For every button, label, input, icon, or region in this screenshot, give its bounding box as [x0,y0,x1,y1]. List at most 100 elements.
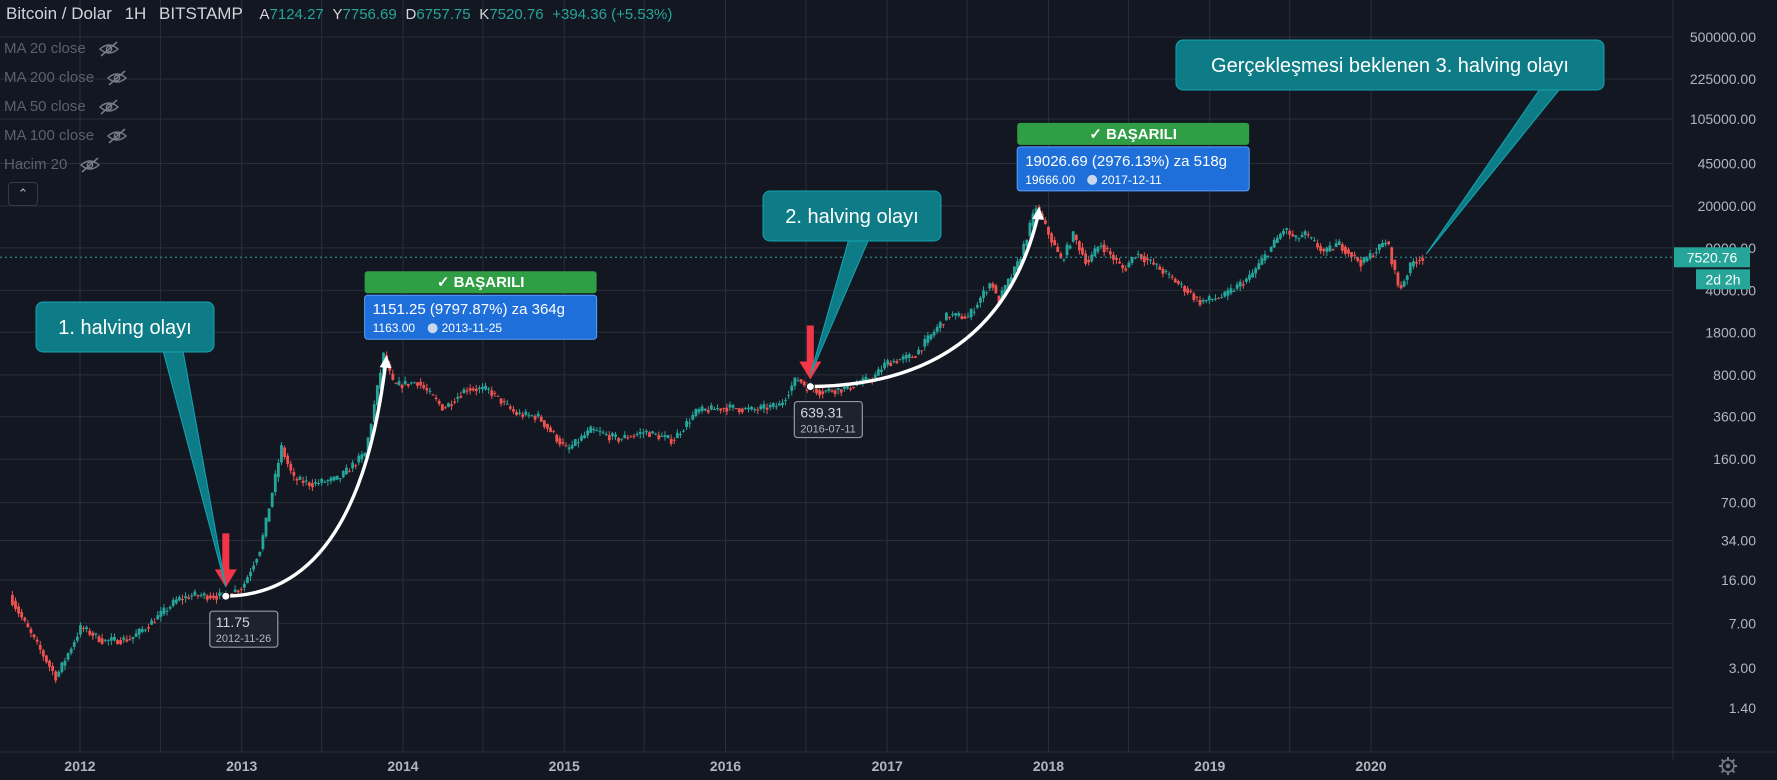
candle-body [1214,298,1217,300]
candle-body [595,430,599,432]
collapse-legend-button[interactable]: ⌃ [8,182,38,206]
candle-body [1201,300,1205,302]
candle-body [1006,278,1010,288]
candle-body [617,438,620,442]
interval[interactable]: 1H [124,4,147,23]
indicator-ma50[interactable]: MA 50 close [4,92,128,121]
candle-body [94,633,98,635]
indicator-ma100[interactable]: MA 100 close [4,121,128,150]
candle-body [1065,244,1069,256]
candle-body [440,404,444,411]
candle-body [914,356,917,358]
price-tick-label: 3.00 [1729,660,1756,676]
candle-body [100,638,104,644]
candle-body [988,283,992,289]
candle-body [88,630,92,635]
hidden-eye-icon[interactable] [106,127,128,144]
candle-body [1195,296,1199,298]
candle-body [580,436,583,441]
candle-body [1279,233,1282,239]
candle-body [131,636,135,639]
candle-body [490,390,494,396]
price-tag-box [209,610,279,648]
candle-body [468,388,472,391]
candle-body [508,406,512,409]
measure-sub-date: 2017-12-11 [1101,173,1162,187]
candle-body [125,639,129,642]
candle-body [1229,288,1233,294]
candle-body [1118,261,1122,264]
candle-body [283,447,286,457]
candle-body [1186,288,1190,294]
price-tick-label: 225000.00 [1690,71,1756,87]
indicator-label: MA 50 close [4,98,86,115]
hidden-eye-icon[interactable] [79,156,101,173]
candle-body [1300,234,1304,238]
candle-body [802,381,806,386]
price-tag-date: 2012-11-26 [216,633,271,645]
candle-body [450,404,453,406]
candle-body [1059,253,1063,259]
candle-body [17,606,20,614]
candle-body [1099,245,1103,247]
candle-body [542,420,546,427]
price-tag-date: 2016-07-11 [800,424,855,436]
current-price-marker: 7520.76 2d 2h [1674,247,1750,290]
candle-body [459,396,463,398]
chevron-up-icon: ⌃ [17,186,29,201]
candle-body [1220,297,1224,299]
symbol-name[interactable]: Bitcoin / Dolar [6,4,112,23]
candle-body [1232,290,1236,292]
candle-body [447,403,450,408]
candle-body [345,467,348,475]
candle-body [75,636,79,641]
indicator-ma20[interactable]: MA 20 close [4,34,128,63]
candle-body [827,388,831,392]
candle-body [932,331,936,336]
candle-body [991,283,995,288]
symbol-header[interactable]: Bitcoin / Dolar 1H BITSTAMP A7124.27 Y77… [6,4,672,24]
candle-body [546,423,549,429]
candle-body [1173,278,1177,283]
indicator-label: MA 20 close [4,40,86,57]
candle-body [239,589,243,591]
candle-body [555,434,559,442]
candle-body [295,479,299,481]
indicator-ma200[interactable]: MA 200 close [4,63,128,92]
candle-body [750,406,753,410]
candle-body [178,597,181,601]
hidden-eye-icon[interactable] [98,40,120,57]
candle-body [527,414,531,416]
indicator-volume[interactable]: Hacim 20 [4,150,128,179]
candle-body [258,551,262,556]
candle-body [926,335,930,343]
candle-body [1149,259,1152,261]
candle-body [409,382,413,384]
settings-gear-icon[interactable] [1719,757,1737,775]
candle-body [391,373,395,380]
candle-body [1087,259,1091,263]
current-price-tag [1674,247,1750,268]
candle-body [301,480,305,483]
hidden-eye-icon[interactable] [98,98,120,115]
candle-body [354,465,358,467]
candle-body [743,407,747,409]
candle-body [499,398,503,404]
time-axis[interactable]: 2012 2013 2014 2015 2016 2017 2018 2019 2020 [64,758,1386,774]
candle-body [422,385,426,389]
candle-body [1421,258,1425,261]
price-axis[interactable]: 500000.00 225000.00 105000.00 45000.00 20000… [1690,29,1756,716]
candle-body [1096,246,1100,252]
candle-body [54,671,58,681]
indicator-label: MA 100 close [4,127,95,144]
candle-body [669,438,673,444]
hidden-eye-icon[interactable] [106,69,128,86]
candle-body [567,447,571,450]
candle-body [1415,261,1418,264]
halving-arrow-head [799,361,822,380]
candle-body [419,381,423,386]
candle-body [762,404,766,409]
measure-info-text: 1151.25 (9797.87%) za 364g [373,301,565,318]
candle-body [660,435,664,437]
